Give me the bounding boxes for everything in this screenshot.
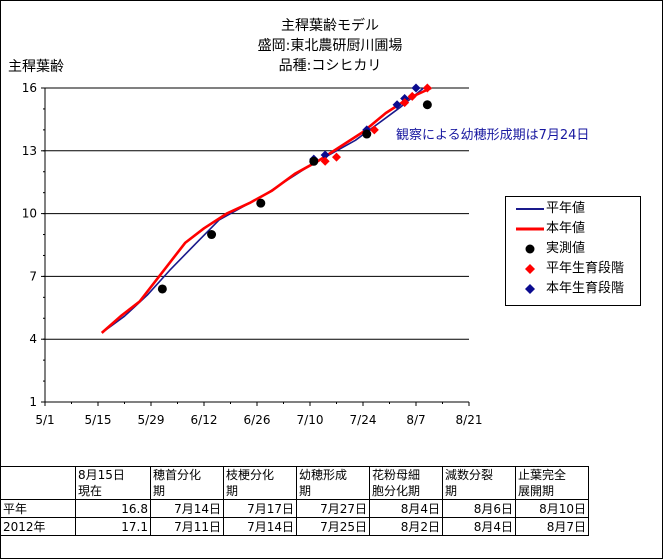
- table-header-cell: 花粉母細 胞分化期: [369, 466, 443, 500]
- observed-point: [207, 230, 217, 240]
- normal-stage-marker: [400, 98, 410, 108]
- x-tick-label: 5/29: [138, 413, 165, 427]
- header-line: 花粉母細: [372, 468, 421, 482]
- legend-diamond-icon: [525, 264, 535, 274]
- stage-table: 8月15日現在 穂首分化期 枝梗分化期 幼穂形成期 花粉母細胞分化期 減数分裂期…: [0, 466, 589, 536]
- table-header-cell: 幼穂形成期: [296, 466, 370, 500]
- table-cell: 16.8: [75, 499, 151, 518]
- legend: 平年値 本年値 実測値 平年生育段階 本年生育段階: [505, 196, 641, 306]
- chart-title-line-2: 盛岡:東北農研厨川圃場: [257, 38, 403, 54]
- table-cell: 8月4日: [369, 499, 443, 518]
- y-tick-label: 7: [29, 269, 37, 283]
- legend-item-current: 本年値: [506, 219, 640, 239]
- chart-title-line-1: 主稈葉齢モデル: [281, 18, 379, 34]
- y-tick-label: 16: [22, 81, 37, 95]
- table-header-cell: 8月15日現在: [75, 466, 151, 500]
- x-tick-label: 8/7: [406, 413, 425, 427]
- normal-stage-marker: [407, 91, 417, 101]
- chart-title-line-3: 品種:コシヒカリ: [278, 58, 382, 74]
- header-line: 現在: [78, 484, 103, 498]
- observed-point: [422, 100, 432, 110]
- header-line: 展開期: [518, 484, 555, 498]
- table-cell: 7月11日: [150, 517, 224, 536]
- chart-plot: 1 4 7 10 13 16 5/1 5/15 5/29 6/12 6/26 7/10 7/24 8/7 8…: [22, 81, 483, 427]
- table-cell: 7月14日: [150, 499, 224, 518]
- table-cell: 8月10日: [515, 499, 589, 518]
- header-line: 枝梗分化: [226, 468, 275, 482]
- table-cell: 17.1: [75, 517, 151, 536]
- table-cell: 8月7日: [515, 517, 589, 536]
- table-cell: 8月2日: [369, 517, 443, 536]
- normal-stage-marker: [332, 152, 341, 162]
- series-line-current: [100, 86, 432, 334]
- header-line: 8月15日: [78, 468, 125, 482]
- legend-item-observed: 実測値: [506, 239, 640, 259]
- header-line: 期: [445, 484, 458, 498]
- series-layer: [100, 83, 432, 334]
- annotation-text: 観察による幼穂形成期は7月24日: [396, 128, 590, 143]
- legend-diamond-icon: [525, 284, 535, 294]
- legend-label: 本年値: [546, 221, 586, 236]
- x-tick-label: 6/12: [191, 413, 218, 427]
- legend-line-icon: [516, 227, 544, 231]
- x-tick-label: 7/24: [350, 413, 377, 427]
- header-line: 胞分化期: [372, 484, 421, 498]
- table-cell: 8月6日: [442, 499, 516, 518]
- header-line: 減数分裂: [445, 468, 494, 482]
- y-tick-label: 1: [29, 395, 37, 409]
- x-tick-label: 6/26: [244, 413, 271, 427]
- y-tick-label: 13: [22, 144, 37, 158]
- legend-dot-icon: [525, 244, 535, 254]
- table-header-row: 8月15日現在 穂首分化期 枝梗分化期 幼穂形成期 花粉母細胞分化期 減数分裂期…: [0, 466, 589, 500]
- x-tick-label: 5/15: [85, 413, 112, 427]
- table-cell: 7月25日: [296, 517, 370, 536]
- legend-label: 実測値: [546, 241, 586, 256]
- table-header-cell: 減数分裂期: [442, 466, 516, 500]
- row-label: 平年: [0, 499, 76, 518]
- current-stage-marker: [320, 150, 330, 160]
- table-corner-cell: [0, 466, 76, 500]
- legend-item-normal-stage: 平年生育段階: [506, 259, 640, 279]
- current-stage-marker: [411, 83, 421, 93]
- observed-point: [157, 284, 167, 294]
- legend-item-current-stage: 本年生育段階: [506, 279, 640, 299]
- normal-stage-marker: [320, 156, 330, 166]
- y-axis-label: 主稈葉齢: [8, 59, 64, 75]
- table-cell: 7月14日: [223, 517, 297, 536]
- table-row: 平年 16.8 7月14日 7月17日 7月27日 8月4日 8月6日 8月10…: [0, 499, 589, 518]
- table-header-cell: 枝梗分化期: [223, 466, 297, 500]
- y-tick-label: 4: [29, 332, 37, 346]
- series-line-normal: [101, 87, 425, 334]
- table-header-cell: 穂首分化期: [150, 466, 224, 500]
- normal-stage-marker: [369, 125, 379, 135]
- observed-point: [256, 198, 266, 208]
- x-tick-label: 8/21: [456, 413, 483, 427]
- table-cell: 8月4日: [442, 517, 516, 536]
- header-line: 期: [226, 484, 239, 498]
- x-tick-label: 7/10: [297, 413, 324, 427]
- table-header-cell: 止葉完全 展開期: [515, 466, 589, 500]
- header-line: 期: [299, 484, 312, 498]
- header-line: 期: [153, 484, 166, 498]
- table-cell: 7月27日: [296, 499, 370, 518]
- normal-stage-marker: [422, 83, 432, 93]
- header-line: 穂首分化: [153, 468, 202, 482]
- x-tick-label: 5/1: [35, 413, 54, 427]
- header-line: 幼穂形成: [299, 468, 348, 482]
- row-label: 2012年: [0, 517, 76, 536]
- observed-point: [309, 156, 319, 166]
- table-cell: 7月17日: [223, 499, 297, 518]
- legend-label: 平年生育段階: [546, 261, 625, 276]
- observed-point: [362, 129, 372, 139]
- grid-lines: [45, 87, 469, 340]
- table-row: 2012年 17.1 7月11日 7月14日 7月25日 8月2日 8月4日 8…: [0, 517, 589, 536]
- current-stage-marker: [392, 100, 402, 110]
- y-tick-label: 10: [22, 207, 37, 221]
- header-line: 止葉完全: [518, 468, 567, 482]
- legend-item-normal: 平年値: [506, 199, 640, 219]
- legend-line-icon: [516, 208, 544, 210]
- axes: 1 4 7 10 13 16 5/1 5/15 5/29 6/12 6/26 7/10 7/24 8/7 8…: [22, 81, 483, 427]
- legend-label: 平年値: [546, 201, 586, 216]
- legend-label: 本年生育段階: [546, 281, 625, 296]
